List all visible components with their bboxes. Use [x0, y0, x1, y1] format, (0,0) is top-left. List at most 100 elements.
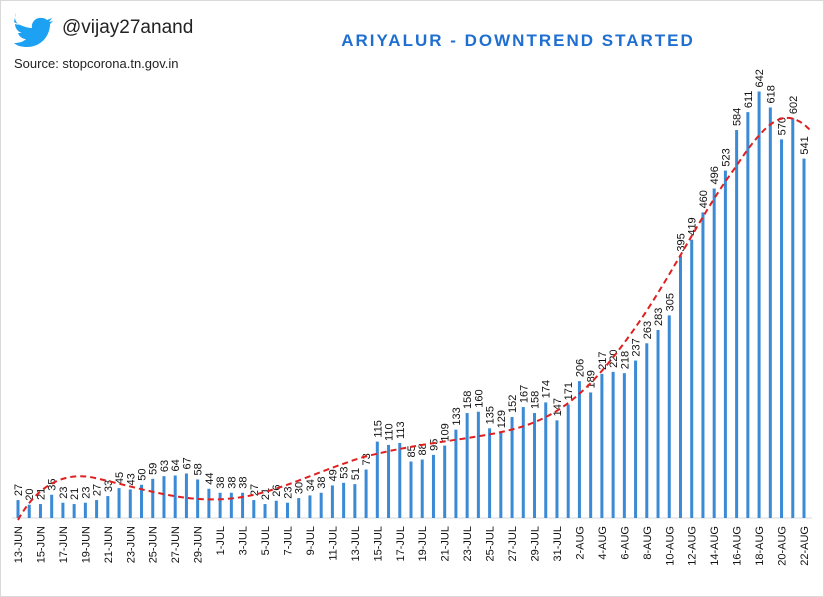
value-label: 30	[294, 482, 306, 494]
bar	[274, 500, 278, 518]
bar	[746, 112, 750, 518]
x-tick-label: 10-AUG	[664, 526, 676, 566]
value-label: 21	[35, 488, 47, 500]
bar	[16, 500, 20, 518]
bar	[95, 500, 99, 518]
x-tick-label: 13-JUN	[13, 526, 25, 563]
value-label: 570	[777, 117, 789, 135]
bar	[667, 315, 671, 518]
bar	[757, 91, 761, 519]
value-label: 158	[462, 391, 474, 409]
value-label: 38	[215, 477, 227, 489]
x-tick-label: 25-JUL	[485, 526, 497, 561]
bar	[61, 502, 65, 518]
bar	[252, 500, 256, 518]
value-label: 523	[720, 148, 732, 166]
value-label: 135	[485, 406, 497, 424]
value-label: 160	[473, 389, 485, 407]
bar	[162, 476, 166, 518]
value-label: 220	[608, 349, 620, 367]
value-label: 419	[687, 217, 699, 235]
bar	[431, 454, 435, 518]
bar	[712, 188, 716, 518]
value-label: 43	[125, 473, 137, 485]
bar	[342, 482, 346, 518]
source: Source: stopcorona.tn.gov.in	[14, 56, 179, 71]
bar	[241, 492, 245, 518]
bar	[330, 485, 334, 518]
value-label: 49	[327, 469, 339, 481]
value-label: 618	[765, 85, 777, 103]
x-tick-label: 13-JUL	[350, 526, 362, 561]
bar	[263, 504, 267, 518]
value-label: 460	[698, 190, 710, 208]
value-label: 305	[664, 293, 676, 311]
bar	[308, 495, 312, 518]
bar	[634, 360, 638, 518]
value-label: 27	[92, 484, 104, 496]
bar	[678, 255, 682, 518]
value-label: 167	[518, 385, 530, 403]
bar	[690, 239, 694, 518]
x-tick-label: 14-AUG	[709, 526, 721, 566]
bar	[499, 432, 503, 518]
x-tick-label: 12-AUG	[687, 526, 699, 566]
value-label: 395	[675, 233, 687, 251]
bar	[735, 130, 739, 519]
bar	[645, 343, 649, 518]
bar	[140, 484, 144, 518]
bar	[319, 492, 323, 518]
bar	[387, 444, 391, 518]
value-label: 602	[788, 96, 800, 114]
bar	[544, 402, 548, 518]
x-tick-label: 20-AUG	[777, 526, 789, 566]
x-tick-label: 17-JUN	[58, 526, 70, 563]
bar	[27, 504, 31, 518]
x-tick-label: 5-JUL	[260, 526, 272, 555]
x-tick-label: 27-JUN	[170, 526, 182, 563]
bar	[780, 139, 784, 518]
bar	[555, 420, 559, 518]
value-label: 35	[47, 479, 59, 491]
x-tick-label: 23-JUN	[125, 526, 137, 563]
value-label: 64	[170, 459, 182, 471]
handle: @vijay27anand	[62, 17, 193, 38]
value-label: 20	[24, 488, 36, 500]
bar	[510, 417, 514, 518]
bar	[409, 461, 413, 518]
bar	[364, 469, 368, 518]
bar	[196, 479, 200, 518]
x-tick-label: 27-JUL	[507, 526, 519, 561]
value-label: 67	[181, 457, 193, 469]
twitter-logo	[14, 13, 53, 47]
value-label: 147	[552, 398, 564, 416]
bar	[38, 504, 42, 518]
bar	[454, 429, 458, 518]
x-tick-label: 25-JUN	[148, 526, 160, 563]
bar	[533, 413, 537, 518]
bar	[375, 441, 379, 518]
x-tick-label: 21-JUL	[440, 526, 452, 561]
value-label: 38	[238, 477, 250, 489]
value-label: 642	[754, 69, 766, 87]
value-label: 59	[148, 463, 160, 475]
bar	[83, 502, 87, 518]
x-tick-label: 8-AUG	[642, 526, 654, 560]
value-label: 171	[563, 382, 575, 400]
value-label: 283	[653, 308, 665, 326]
value-label: 58	[193, 463, 205, 475]
x-tick-label: 19-JUN	[80, 526, 92, 563]
value-label: 206	[574, 359, 586, 377]
bar	[802, 158, 806, 518]
trend-line	[17, 116, 811, 521]
bar	[488, 428, 492, 518]
value-label: 584	[732, 108, 744, 126]
bar	[768, 107, 772, 518]
bar	[117, 488, 121, 518]
bar	[398, 442, 402, 518]
x-tick-label: 31-JUL	[552, 526, 564, 561]
bar	[151, 478, 155, 518]
value-label: 110	[384, 423, 396, 441]
value-label: 115	[372, 420, 384, 438]
bar	[600, 373, 604, 518]
